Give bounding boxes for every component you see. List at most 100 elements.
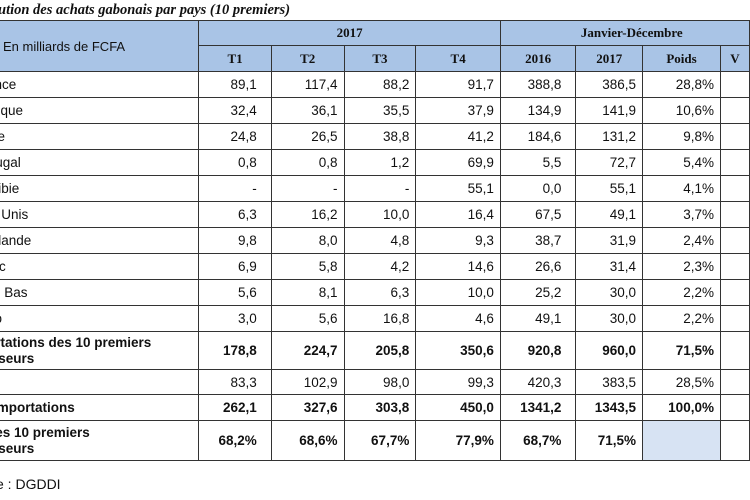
col-header-v: V (719, 45, 750, 72)
cell-poids: 2,4% (642, 227, 721, 254)
cell-v (719, 97, 750, 124)
cell-v (719, 369, 750, 395)
cell-t1: - (198, 175, 272, 202)
cell-t4: 99,3 (415, 369, 501, 395)
cell-t2: 5,8 (270, 253, 345, 280)
cell-t3: 38,8 (343, 123, 417, 150)
cell-v (719, 227, 750, 254)
row-label: lgique (0, 97, 200, 124)
cell-t3: 98,0 (343, 369, 417, 395)
row-label: roc (0, 253, 200, 280)
row-label: s (0, 369, 200, 395)
cell-t2: 327,6 (270, 394, 345, 421)
cell-y2017: 1343,5 (575, 394, 644, 421)
cell-y2017: 383,5 (575, 369, 644, 395)
cell-t1: 6,3 (198, 201, 272, 228)
cell-t4: 37,9 (415, 97, 501, 124)
total-row: Importations 262,1 327,6 303,8 450,0 1341,2 13… (0, 394, 750, 421)
cell-poids: 71,5% (642, 331, 721, 370)
cell-t4: 10,0 (415, 279, 501, 306)
table-row: go3,05,616,84,649,130,02,2% (0, 305, 750, 332)
cell-y2016: 25,2 (499, 279, 577, 306)
cell-t2: 102,9 (270, 369, 345, 395)
header-group-2017: 2017 (198, 20, 501, 46)
col-header-t3: T3 (343, 45, 417, 72)
cell-t1: 89,1 (198, 71, 272, 98)
table-row: mibie---55,10,055,14,1% (0, 175, 750, 202)
row-label: des 10 premiersisseurs (0, 420, 200, 461)
cell-y2016: 68,7% (499, 420, 577, 461)
imports-table-container: En milliards de FCFA 2017 Janvier-Décemb… (0, 20, 750, 461)
cell-v (719, 331, 750, 370)
imports-table: En milliards de FCFA 2017 Janvier-Décemb… (0, 20, 750, 461)
cell-t1: 262,1 (198, 394, 272, 421)
cell-t3: 4,8 (343, 227, 417, 254)
cell-poids: 28,8% (642, 71, 721, 98)
cell-t2: 8,0 (270, 227, 345, 254)
cell-y2017: 31,4 (575, 253, 644, 280)
cell-y2016: 0,0 (499, 175, 577, 202)
unit-label: En milliards de FCFA (0, 20, 200, 72)
cell-t3: 205,8 (343, 331, 417, 370)
cell-y2016: 184,6 (499, 123, 577, 150)
cell-t2: 117,4 (270, 71, 345, 98)
cell-t4: 350,6 (415, 331, 501, 370)
cell-y2017: 72,7 (575, 149, 644, 176)
cell-y2017: 386,5 (575, 71, 644, 98)
cell-t4: 55,1 (415, 175, 501, 202)
row-label: Importations (0, 394, 200, 421)
cell-t4: 14,6 (415, 253, 501, 280)
cell-t1: 5,6 (198, 279, 272, 306)
cell-t3: - (343, 175, 417, 202)
cell-t2: 0,8 (270, 149, 345, 176)
cell-t1: 9,8 (198, 227, 272, 254)
cell-t4: 9,3 (415, 227, 501, 254)
cell-t2: 224,7 (270, 331, 345, 370)
cell-y2016: 49,1 (499, 305, 577, 332)
table-row: roc6,95,84,214,626,631,42,3% (0, 253, 750, 280)
cell-poids: 28,5% (642, 369, 721, 395)
cell-t3: 35,5 (343, 97, 417, 124)
row-label: rtugal (0, 149, 200, 176)
cell-v (719, 71, 750, 98)
cell-t4: 41,2 (415, 123, 501, 150)
cell-y2016: 920,8 (499, 331, 577, 370)
col-header-2017: 2017 (575, 45, 644, 72)
cell-poids: 2,3% (642, 253, 721, 280)
cell-t2: 26,5 (270, 123, 345, 150)
cell-t2: 16,2 (270, 201, 345, 228)
header-group-annual: Janvier-Décembre (499, 20, 750, 46)
cell-t1: 178,8 (198, 331, 272, 370)
cell-poids: 2,2% (642, 305, 721, 332)
row-label: ine (0, 123, 200, 150)
cell-t1: 83,3 (198, 369, 272, 395)
cell-t2: - (270, 175, 345, 202)
source-note: e : DGDDI (0, 476, 61, 492)
col-header-t4: T4 (415, 45, 501, 72)
cell-t3: 16,8 (343, 305, 417, 332)
share-row: des 10 premiersisseurs68,2%68,6%67,7%77,… (0, 420, 750, 461)
cell-y2016: 388,8 (499, 71, 577, 98)
cell-poids: 10,6% (642, 97, 721, 124)
cell-t1: 3,0 (198, 305, 272, 332)
cell-t2: 8,1 (270, 279, 345, 306)
cell-poids: 3,7% (642, 201, 721, 228)
cell-v (719, 279, 750, 306)
cell-t2: 36,1 (270, 97, 345, 124)
cell-t1: 24,8 (198, 123, 272, 150)
row-label: ance (0, 71, 200, 98)
row-label: aïlande (0, 227, 200, 254)
cell-poids: 4,1% (642, 175, 721, 202)
cell-v (719, 175, 750, 202)
row-label: ys Bas (0, 279, 200, 306)
row-label: ortations des 10 premiersisseurs (0, 331, 200, 370)
cell-t1: 68,2% (198, 420, 272, 461)
cell-y2017: 960,0 (575, 331, 644, 370)
cell-t2: 68,6% (270, 420, 345, 461)
col-header-t2: T2 (270, 45, 345, 72)
table-row: aïlande9,88,04,89,338,731,92,4% (0, 227, 750, 254)
